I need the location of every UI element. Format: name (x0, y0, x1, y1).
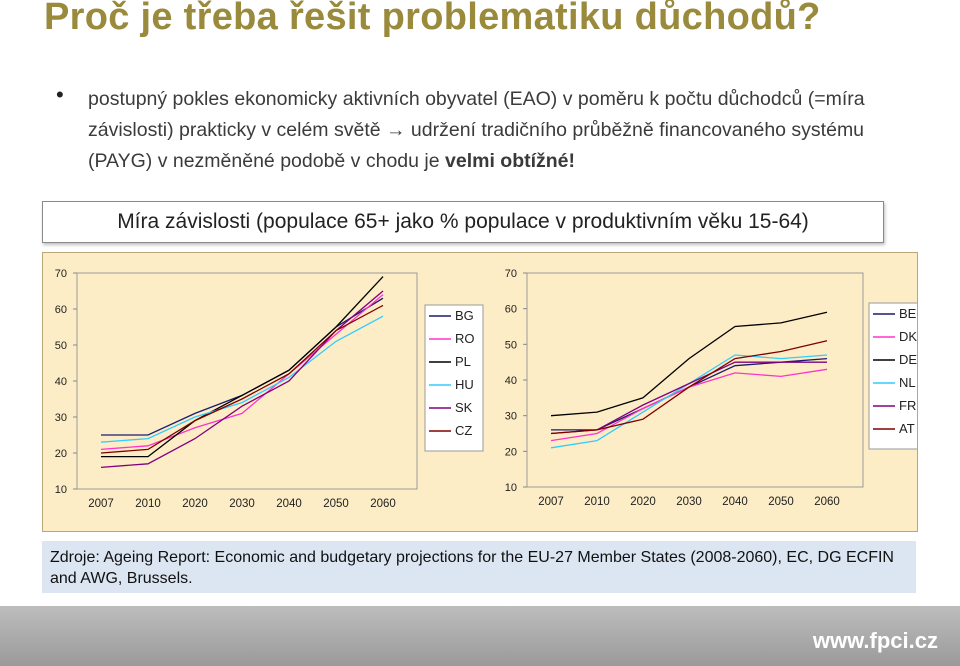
bullet-text: postupný pokles ekonomicky aktivních oby… (88, 84, 908, 177)
chart-heading: Míra závislosti (populace 65+ jako % pop… (117, 210, 809, 233)
chart-2-x-tick-label: 2030 (676, 496, 702, 508)
chart-1-plot-area (76, 272, 418, 490)
bullet-point-icon: • (56, 82, 64, 107)
chart-2-legend-label-at: AT (899, 421, 915, 436)
chart-2-y-tick-label: 70 (505, 268, 517, 280)
chart-2-legend-label-nl: NL (899, 375, 916, 390)
chart-2-y-tick-label: 20 (505, 446, 517, 458)
bullet-text-emphasis: velmi obtížné! (445, 150, 576, 172)
chart-2-y-tick-label: 10 (505, 482, 517, 494)
charts-panel: 10 20 30 40 50 60 70 2007 2010 2020 2030 2040 2050 20… (42, 252, 918, 532)
chart-2-legend-label-be: BE (899, 306, 917, 321)
chart-1-legend-label-bg: BG (455, 308, 474, 323)
chart-1-series-pl (101, 276, 384, 458)
chart-1-legend-label-pl: PL (455, 354, 471, 369)
chart-1-legend-label-hu: HU (455, 377, 474, 392)
chart-1-y-tick-label: 20 (55, 448, 67, 460)
chart-2-x-tick-label: 2060 (814, 496, 840, 508)
chart-1-y-tick-label: 50 (55, 340, 67, 352)
chart-1-y-tick-label: 10 (55, 484, 67, 496)
chart-2-x-tick-label: 2040 (722, 496, 748, 508)
chart-2-legend-label-fr: FR (899, 398, 916, 413)
source-text: Zdroje: Ageing Report: Economic and budg… (50, 549, 894, 587)
chart-1-x-tick-label: 2010 (135, 498, 161, 510)
chart-2-y-tick-label: 30 (505, 411, 517, 423)
chart-1-y-tick-label: 60 (55, 304, 67, 316)
chart-2-y-tick-label: 60 (505, 304, 517, 316)
chart-2-legend-label-de: DE (899, 352, 917, 367)
chart-heading-box: Míra závislosti (populace 65+ jako % pop… (42, 201, 884, 243)
chart-2-legend-label-dk: DK (899, 329, 917, 344)
chart-1-x-tick-label: 2050 (323, 498, 349, 510)
chart-1-series-hu (100, 315, 384, 443)
chart-1-series-cz (100, 304, 384, 454)
chart-2-x-tick-label: 2050 (768, 496, 794, 508)
chart-1-x-tick-label: 2020 (182, 498, 208, 510)
chart-2-y-tick-label: 40 (505, 375, 517, 387)
chart-2-x-tick-label: 2020 (630, 496, 656, 508)
chart-1-y-tick-label: 70 (55, 268, 67, 280)
chart-1-x-tick-label: 2060 (370, 498, 396, 510)
chart-1-series-ro (100, 294, 384, 451)
footer-url-link[interactable]: www.fpci.cz (812, 628, 938, 653)
source-box: Zdroje: Ageing Report: Economic and budg… (42, 541, 916, 593)
chart-1-legend-label-cz: CZ (455, 423, 472, 438)
chart-2-y-tick-label: 50 (505, 339, 517, 351)
chart-1-legend-box (424, 304, 484, 452)
slide-title: Proč je třeba řešit problematiku důchodů… (44, 0, 821, 38)
chart-2-series-at (550, 340, 828, 435)
chart-2-x-tick-label: 2010 (584, 496, 610, 508)
bullet-text-main: postupný pokles ekonomicky aktivních oby… (88, 88, 865, 172)
chart-2-series-de (550, 311, 828, 417)
footer-bar (0, 606, 960, 666)
chart-1-y-tick-label: 40 (55, 376, 67, 388)
chart-1-x-tick-label: 2007 (88, 498, 114, 510)
chart-2-x-tick-label: 2007 (538, 496, 564, 508)
chart-1-legend-label-ro: RO (455, 331, 475, 346)
chart-2-legend-box (868, 302, 917, 450)
chart-1-legend-label-sk: SK (455, 400, 473, 415)
chart-1-y-tick-label: 30 (55, 412, 67, 424)
chart-1-x-tick-label: 2040 (276, 498, 302, 510)
chart-1-x-tick-label: 2030 (229, 498, 255, 510)
